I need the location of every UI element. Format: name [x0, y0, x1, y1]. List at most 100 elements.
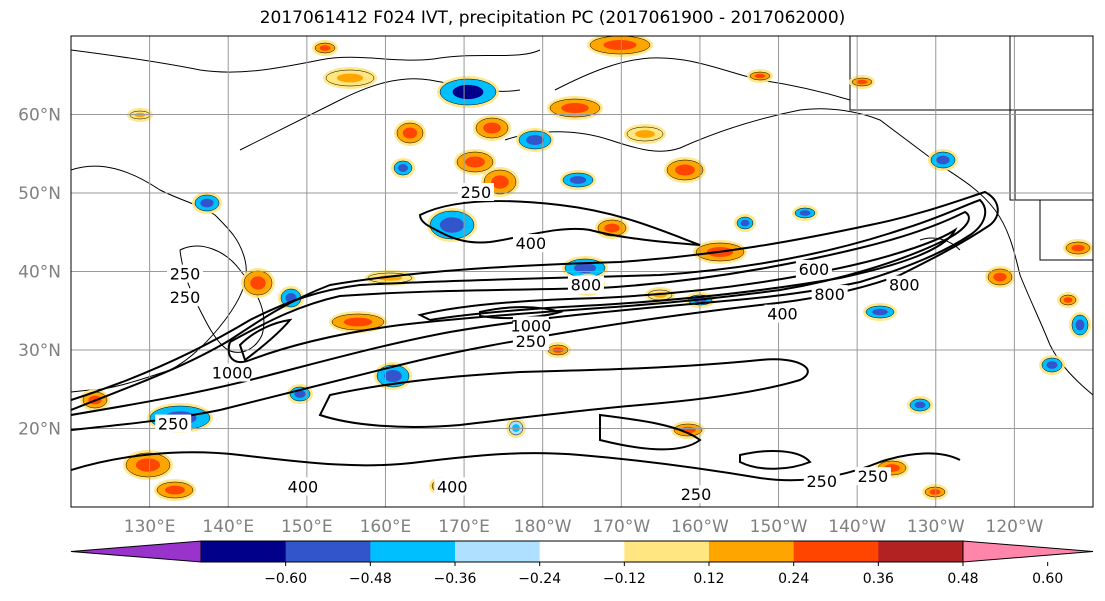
contour-label-bg: [795, 259, 832, 278]
precip-anomaly-core: [936, 155, 950, 165]
precip-anomaly-core: [754, 73, 766, 79]
lon-tick-label: 160°E: [360, 517, 412, 537]
precip-anomaly-core: [384, 369, 402, 383]
precip-anomaly-core: [1071, 244, 1085, 252]
precip-anomaly-core: [465, 156, 485, 168]
colorbar-segment: [370, 541, 456, 562]
precip-anomaly-core: [914, 401, 926, 409]
contour-label-bg: [434, 477, 471, 496]
ivt-contour-label: 400: [767, 305, 798, 324]
ivt-contour-label: 800: [889, 276, 920, 295]
precip-anomaly-core: [799, 210, 811, 216]
colorbar-tick-label: −0.36: [434, 571, 477, 587]
contour-label-bg: [811, 285, 848, 304]
ivt-contour-label: 600: [799, 260, 830, 279]
ivt-contour-label: 800: [814, 285, 845, 304]
ivt-contour-label: 250: [681, 485, 712, 504]
colorbar-extend-high: [962, 540, 1094, 563]
lon-tick-label: 140°W: [828, 517, 886, 537]
coastline: [1009, 36, 1093, 201]
colorbar-segment: [201, 541, 287, 562]
ivt-contour-label: 250: [170, 265, 201, 284]
ivt-contour-label: 250: [170, 288, 201, 307]
lon-tick-label: 120°W: [986, 517, 1044, 537]
ivt-contour: [71, 198, 987, 416]
colorbar-tick-label: −0.12: [603, 571, 646, 587]
ivt-contour-label: 250: [858, 467, 889, 486]
colorbar-tick-label: 0.12: [693, 571, 724, 587]
lon-tick-label: 130°W: [907, 517, 965, 537]
colorbar-segment: [793, 541, 879, 562]
precip-anomaly-core: [402, 127, 418, 139]
precip-anomaly-core: [294, 390, 306, 398]
contour-label-bg: [886, 275, 923, 294]
ivt-contour-label: 800: [571, 276, 602, 295]
lat-tick-label: 40°N: [18, 263, 61, 283]
contour-label-bg: [166, 264, 203, 283]
ivt-contour: [599, 413, 702, 451]
coastline: [71, 49, 541, 73]
coastline: [1039, 200, 1093, 261]
contour-label-bg: [512, 332, 549, 351]
contour-label-bg: [677, 485, 714, 504]
colorbar-frame: [200, 540, 964, 563]
contour-label-bg: [214, 363, 251, 382]
ivt-contour: [71, 190, 999, 431]
colorbar-tick-label: −0.48: [349, 571, 392, 587]
precip-anomaly-core: [569, 176, 587, 184]
ivt-contour-label: 250: [461, 183, 492, 202]
ivt-contour-label: 400: [516, 234, 547, 253]
precip-anomaly-core: [1046, 361, 1058, 369]
contour-label-bg: [512, 234, 549, 253]
ivt-contour-label: 400: [288, 477, 319, 496]
precip-anomaly-core: [1063, 297, 1073, 303]
colorbar-tick-label: 0.48: [947, 571, 978, 587]
colorbar-segment: [285, 541, 371, 562]
precip-anomaly-core: [135, 458, 161, 472]
precip-anomaly-core: [929, 489, 941, 495]
precip-anomaly-core: [603, 40, 637, 50]
contour-label-bg: [284, 477, 321, 496]
ivt-contour-label: 250: [807, 472, 838, 491]
ivt-contour-label: 1000: [212, 364, 253, 383]
ivt-contour: [318, 358, 809, 428]
precip-anomaly-core: [491, 175, 509, 189]
precip-anomaly-core: [1075, 319, 1085, 331]
coastline: [849, 36, 1093, 111]
lon-tick-label: 170°E: [438, 517, 490, 537]
precip-anomaly-core: [993, 272, 1007, 282]
latitude-ticks: 20°N 30°N 40°N 50°N 60°N: [18, 106, 61, 440]
ivt-contour-label: 250: [516, 332, 547, 351]
precip-anomaly-core: [604, 223, 620, 233]
contour-label-bg: [457, 183, 494, 201]
contour-label-bg: [155, 414, 192, 433]
colorbar-tick-label: −0.60: [264, 571, 307, 587]
precip-anomaly-core: [250, 276, 266, 290]
colorbar-tick-label: 0.24: [778, 571, 809, 587]
lon-tick-label: 160°W: [671, 517, 729, 537]
contour-label-bg: [803, 471, 840, 490]
precip-anomaly-core: [200, 198, 214, 208]
contour-label-bg: [854, 467, 891, 486]
contour-label-bg: [764, 304, 801, 323]
lat-tick-label: 60°N: [18, 106, 61, 126]
colorbar-segment: [709, 541, 795, 562]
map-frame: [70, 35, 1094, 508]
ivt-contour: [238, 318, 293, 362]
precip-anomaly-core: [675, 164, 695, 176]
precip-anomaly-core: [483, 122, 501, 134]
ivt-contour: [739, 450, 812, 470]
precip-anomaly-core: [336, 73, 364, 83]
longitude-ticks: 130°E 140°E 150°E 160°E 170°E 180°W 170°W 160°W…: [124, 517, 1044, 537]
precip-anomaly-core: [740, 219, 750, 227]
precip-anomaly-core: [398, 164, 408, 172]
lon-tick-label: 150°W: [750, 517, 808, 537]
lat-tick-label: 50°N: [18, 184, 61, 204]
lon-tick-label: 170°W: [592, 517, 650, 537]
precip-anomaly-core: [452, 84, 484, 100]
precip-anomaly-core: [343, 317, 373, 327]
colorbar-extend-low: [70, 540, 202, 563]
